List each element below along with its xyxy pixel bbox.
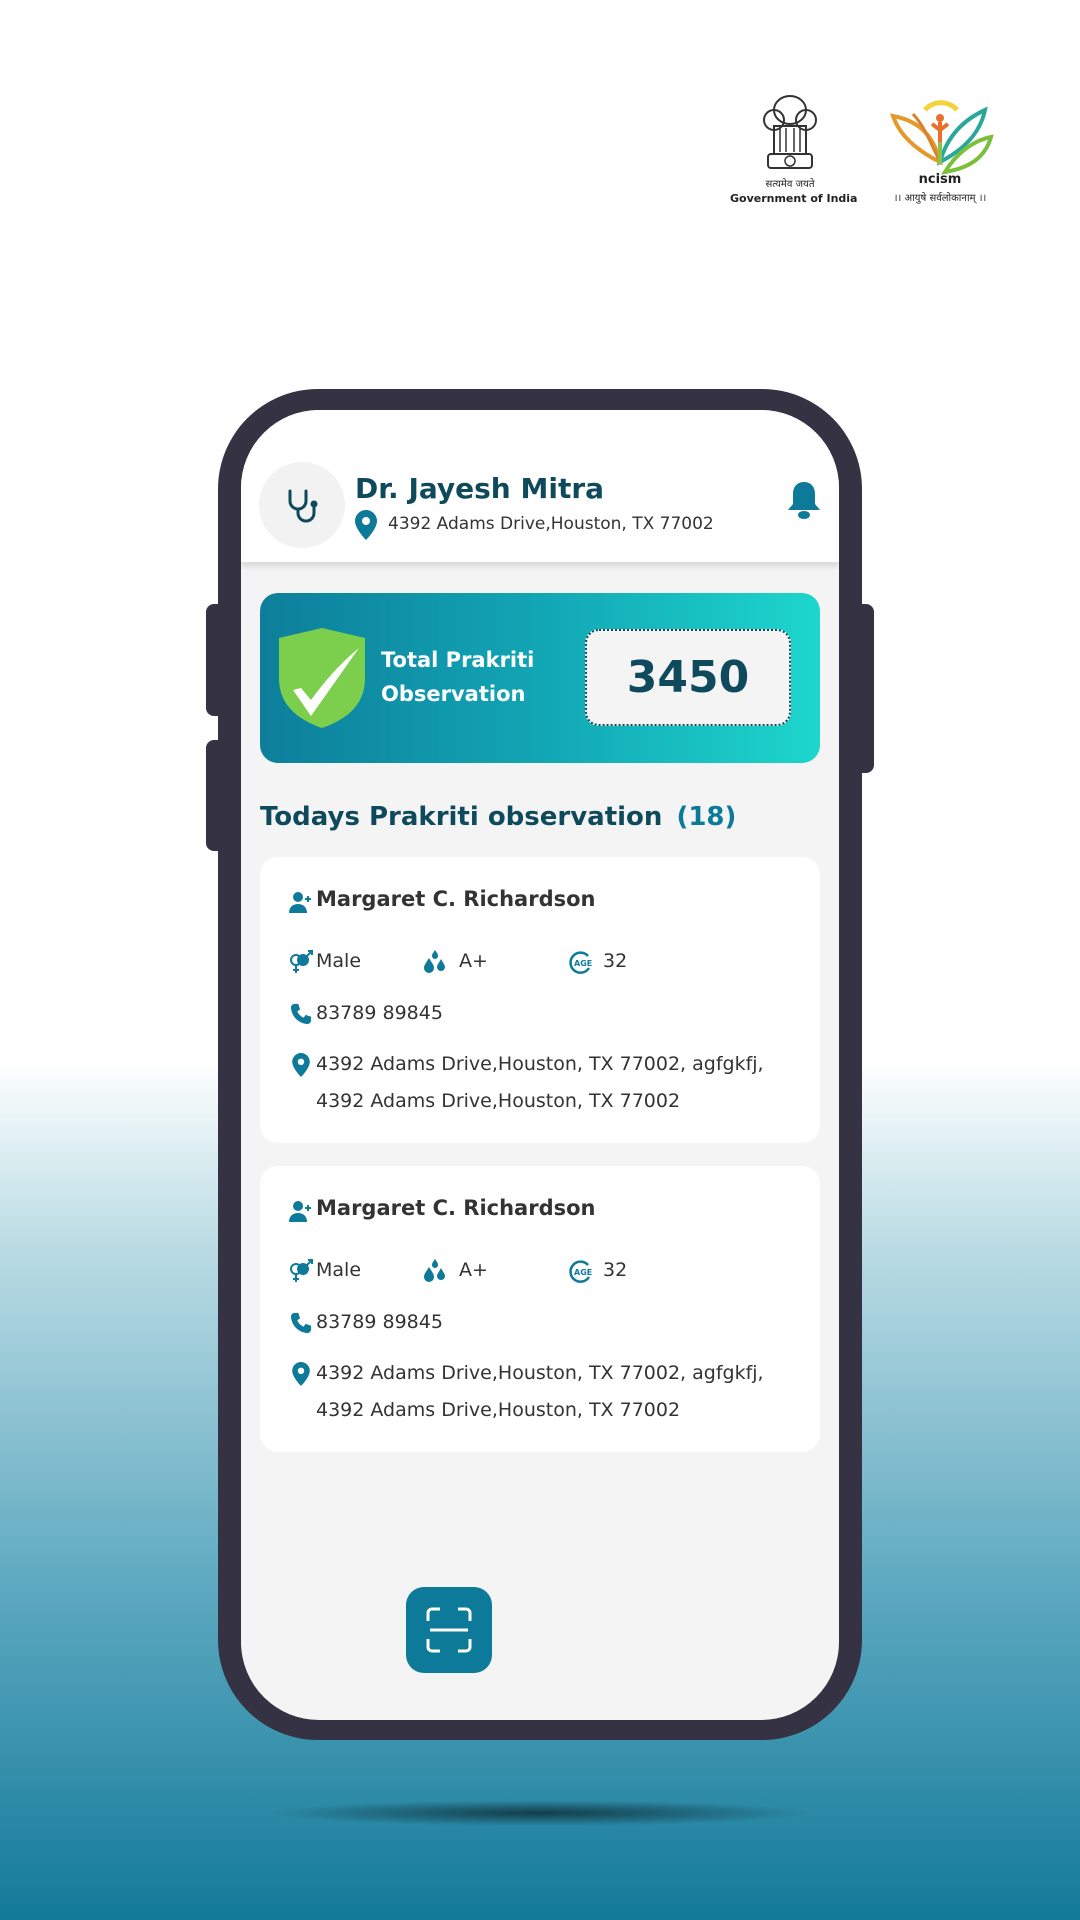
patient-blood-group: A+ — [459, 1259, 488, 1281]
label-line2: Observation — [381, 682, 526, 706]
map-pin-icon — [289, 1362, 313, 1386]
blood-drop-icon — [423, 950, 447, 974]
patient-address-line1: 4392 Adams Drive,Houston, TX 77002, agfg… — [316, 1362, 764, 1384]
label-line1: Total Prakriti — [381, 648, 535, 672]
doctor-address: 4392 Adams Drive,Houston, TX 77002 — [388, 514, 714, 534]
phone-screen: Dr. Jayesh Mitra 4392 Adams Drive,Housto… — [241, 410, 839, 1720]
gender-icon — [289, 950, 313, 974]
patient-blood-group: A+ — [459, 950, 488, 972]
total-observation-label: Total Prakriti Observation — [381, 643, 534, 711]
total-observation-count: 3450 — [585, 629, 791, 726]
doctor-name: Dr. Jayesh Mitra — [355, 472, 605, 505]
emblem-icon — [763, 95, 817, 169]
section-title: Todays Prakriti observation (18) — [260, 802, 736, 832]
patient-address-line2: 4392 Adams Drive,Houston, TX 77002 — [316, 1399, 681, 1421]
patient-phone: 83789 89845 — [316, 1002, 443, 1024]
user-plus-icon — [289, 890, 313, 914]
svg-text:AGE: AGE — [574, 959, 592, 968]
patient-name: Margaret C. Richardson — [316, 887, 596, 911]
patient-address-line2: 4392 Adams Drive,Houston, TX 77002 — [316, 1090, 681, 1112]
bell-icon[interactable] — [787, 480, 821, 520]
section-count: (18) — [676, 802, 737, 832]
scan-button[interactable] — [406, 1587, 492, 1673]
svg-text:AGE: AGE — [574, 1268, 592, 1277]
ncism-leaf-icon — [890, 100, 994, 175]
section-title-text: Todays Prakriti observation — [260, 802, 663, 832]
map-pin-icon — [289, 1053, 313, 1077]
phone-shadow — [270, 1800, 810, 1826]
avatar[interactable] — [259, 462, 345, 548]
govt-label: Government of India — [730, 192, 858, 205]
patient-card[interactable]: Margaret C. Richardson Male A+ AGE 32 83… — [260, 1166, 820, 1452]
shield-check-icon — [279, 628, 365, 728]
patient-gender: Male — [316, 1259, 362, 1281]
patient-age: 32 — [603, 1259, 628, 1281]
total-observation-banner: Total Prakriti Observation 3450 — [260, 593, 820, 763]
ncism-tagline: ।। आयुषे सर्वलोकानाम् ।। — [893, 193, 987, 204]
patient-card[interactable]: Margaret C. Richardson Male A+ AGE 32 83… — [260, 857, 820, 1143]
scan-icon — [426, 1607, 472, 1653]
blood-drop-icon — [423, 1259, 447, 1283]
gender-icon — [289, 1259, 313, 1283]
stethoscope-icon — [288, 489, 318, 523]
app-header: Dr. Jayesh Mitra 4392 Adams Drive,Housto… — [241, 410, 839, 562]
user-plus-icon — [289, 1199, 313, 1223]
map-pin-icon — [355, 510, 377, 540]
age-icon: AGE — [568, 950, 592, 974]
age-icon: AGE — [568, 1259, 592, 1283]
phone-icon — [289, 1002, 313, 1026]
government-of-india-logo: सत्यमेव जयते Government of India — [730, 92, 858, 212]
phone-icon — [289, 1311, 313, 1335]
patient-gender: Male — [316, 950, 362, 972]
patient-name: Margaret C. Richardson — [316, 1196, 596, 1220]
patient-age: 32 — [603, 950, 628, 972]
ncism-logo: ncism ।। आयुषे सर्वलोकानाम् ।। — [880, 92, 1000, 212]
govt-motto: सत्यमेव जयते — [765, 179, 815, 190]
patient-address-line1: 4392 Adams Drive,Houston, TX 77002, agfg… — [316, 1053, 764, 1075]
patient-phone: 83789 89845 — [316, 1311, 443, 1333]
ncism-label: ncism — [918, 172, 962, 187]
